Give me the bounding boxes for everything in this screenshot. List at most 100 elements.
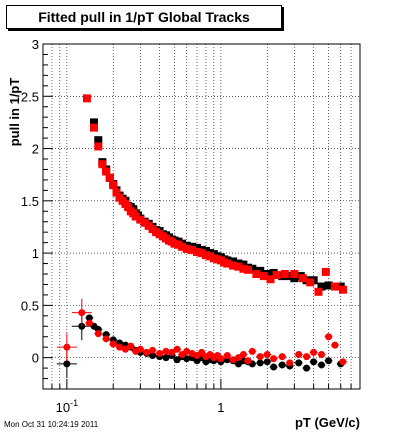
data-point-circle (109, 340, 117, 348)
data-point-square (197, 249, 206, 258)
data-point-circle (136, 345, 144, 353)
data-point-square (102, 167, 111, 176)
data-point-square (338, 285, 347, 294)
data-point-square (239, 264, 248, 273)
data-point-circle (121, 345, 129, 353)
data-point-circle (78, 309, 86, 317)
y-tick-label: 2 (32, 142, 39, 157)
data-point-circle (63, 343, 71, 351)
data-point-square (306, 278, 315, 287)
y-tick-label: 1.5 (21, 194, 39, 209)
data-point-square (248, 264, 257, 273)
data-point-square (321, 267, 330, 276)
data-point-circle (102, 335, 110, 343)
data-point-square (229, 257, 238, 266)
data-point-square (201, 247, 210, 255)
data-point-circle (168, 348, 176, 356)
data-point-square (280, 270, 289, 278)
data-point-circle (310, 348, 318, 356)
data-point-square (298, 274, 307, 283)
y-tick-label: 0.5 (21, 298, 39, 313)
data-point-square (244, 265, 253, 274)
data-point-circle (339, 358, 347, 366)
data-points (56, 94, 347, 378)
data-point-circle (116, 343, 124, 351)
data-point-square (131, 212, 140, 221)
data-point-square (193, 248, 202, 257)
data-point-circle (248, 347, 256, 355)
data-point-square (98, 160, 107, 169)
data-point-circle (295, 351, 303, 358)
data-point-square (234, 262, 243, 271)
data-point-circle (85, 314, 93, 322)
data-point-square (193, 243, 202, 252)
data-point-circle (173, 345, 181, 353)
data-point-circle (149, 346, 157, 354)
data-point-square (290, 274, 299, 283)
data-point-circle (223, 352, 231, 360)
data-point-circle (162, 347, 170, 355)
chart-title: Fitted pull in 1/pT Global Tracks (38, 9, 250, 25)
data-point-circle (217, 355, 225, 363)
data-point-circle (303, 353, 311, 361)
data-point-square (317, 282, 326, 291)
data-point-circle (278, 361, 286, 369)
plot-frame (42, 43, 361, 390)
axes: 10-1 1 0 0.5 1 1.5 2 2.5 3 (21, 37, 361, 415)
data-point-square (239, 260, 248, 269)
data-point-square (188, 245, 197, 254)
data-point-circle (263, 351, 271, 358)
data-point-circle (278, 353, 286, 361)
data-point-circle (286, 359, 294, 367)
data-point-circle (331, 341, 339, 349)
data-point-circle (198, 348, 206, 356)
data-point-circle (270, 355, 278, 363)
data-point-square (140, 218, 149, 227)
data-point-circle (143, 348, 151, 356)
data-point-square (112, 188, 121, 197)
data-point-circle (127, 342, 135, 350)
data-point-square (89, 123, 98, 132)
data-point-circle (256, 353, 264, 361)
data-point-square (314, 287, 323, 296)
x-axis-title: pT (GeV/c) (295, 415, 360, 430)
data-point-circle (239, 351, 247, 358)
data-point-square (178, 242, 187, 251)
data-point-circle (85, 319, 93, 327)
y-tick-label: 2.5 (21, 89, 39, 104)
data-point-square (259, 272, 268, 281)
data-point-square (266, 275, 275, 284)
data-point-square (182, 244, 191, 253)
x-tick-label: 1 (217, 400, 224, 415)
data-point-square (109, 181, 118, 190)
data-point-square (229, 261, 238, 270)
data-point-circle (156, 349, 164, 357)
data-point-square (105, 173, 114, 182)
y-tick-label: 1 (32, 246, 39, 261)
data-point-circle (263, 358, 271, 366)
chart-title-box: Fitted pull in 1/pT Global Tracks (6, 5, 282, 29)
data-point-square (324, 281, 333, 290)
data-point-square (136, 215, 145, 224)
data-point-circle (162, 354, 170, 362)
data-point-circle (149, 352, 157, 360)
data-point-square (82, 94, 91, 103)
data-point-square (201, 251, 210, 260)
data-point-circle (270, 363, 278, 371)
data-point-square (285, 272, 294, 281)
data-point-square (124, 203, 133, 212)
data-point-circle (295, 359, 303, 367)
data-point-square (89, 118, 98, 127)
data-point-square (94, 142, 103, 151)
timestamp: Mon Oct 31 10:24:19 2011 (4, 420, 99, 429)
data-point-circle (325, 357, 333, 365)
data-point-circle (318, 361, 326, 369)
data-point-square (94, 136, 103, 145)
data-point-square (223, 259, 232, 268)
data-point-circle (183, 355, 191, 363)
data-point-circle (325, 333, 333, 341)
y-tick-label: 0 (32, 351, 39, 366)
data-point-circle (318, 351, 326, 358)
data-point-square (290, 270, 299, 278)
